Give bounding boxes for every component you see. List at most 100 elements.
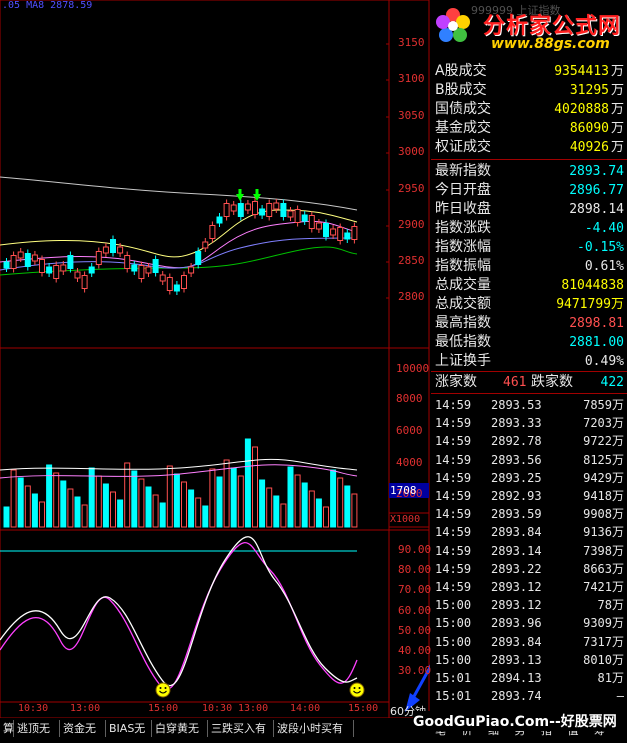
kline-chart-area[interactable]: .05 MA8 2878.59 3150 3100 3050 3000 2950 2900… xyxy=(0,0,457,739)
trade-time: 15:01 xyxy=(435,689,472,704)
trade-time: 14:59 xyxy=(435,525,472,540)
index-row: 指数振幅 0.61% xyxy=(431,257,627,276)
site-logo: 999999 上证指数 分析家公式网 www.88gs.com xyxy=(431,0,627,60)
turnover-label: 基金成交 xyxy=(435,120,491,136)
kdj-indicator-lines xyxy=(0,536,358,690)
kdj-tick-label: 60.00 xyxy=(398,603,432,617)
time-tick-label: 10:30 xyxy=(18,703,49,714)
turnover-row: 权证成交 40926 万 xyxy=(431,138,627,157)
index-value: 2881.00 xyxy=(569,335,624,350)
trade-row: 15:00 2893.12 78万 xyxy=(431,596,627,614)
chart-canvas[interactable] xyxy=(0,0,457,739)
trade-price: 2893.22 xyxy=(491,561,542,576)
trade-time: 15:00 xyxy=(435,616,472,631)
trade-row: 15:00 2893.13 8010万 xyxy=(431,651,627,669)
volume-current-value: 1708 xyxy=(390,484,417,497)
chart-frame xyxy=(0,0,430,719)
index-label: 今日开盘 xyxy=(435,182,491,198)
index-row: 最低指数 2881.00 xyxy=(431,333,627,352)
smiley-icon xyxy=(155,682,171,698)
index-row: 总成交量 81044838 xyxy=(431,276,627,295)
index-value: 9471799万 xyxy=(556,297,624,312)
market-breadth: 涨家数 461 跌家数 422 xyxy=(431,373,627,392)
time-tick-label: 13:00 xyxy=(238,703,269,714)
time-tick-label: 10:30 xyxy=(202,703,233,714)
trade-time: 14:59 xyxy=(435,416,472,431)
index-value: 0.49% xyxy=(584,354,624,369)
logo-url: www.88gs.com xyxy=(491,36,610,52)
index-row: 今日开盘 2896.77 xyxy=(431,181,627,200)
trade-row: 14:59 2893.12 7421万 xyxy=(431,578,627,596)
chart-legend: .05 MA8 2878.59 xyxy=(2,0,93,11)
index-label: 最高指数 xyxy=(435,315,491,331)
price-gridlines xyxy=(386,43,389,299)
trade-volume: 7421万 xyxy=(583,580,624,594)
price-tick-label: 2900 xyxy=(398,218,425,231)
trade-time: 14:59 xyxy=(435,452,472,467)
index-label: 指数振幅 xyxy=(435,258,491,274)
index-value: 2893.74 xyxy=(569,164,624,179)
trade-volume: 9418万 xyxy=(583,489,624,503)
indicator-tab[interactable]: 算 xyxy=(0,720,14,737)
trade-time: 14:59 xyxy=(435,507,472,522)
trade-time: 14:59 xyxy=(435,398,472,412)
trade-volume: 7398万 xyxy=(583,543,624,558)
index-row: 总成交额 9471799万 xyxy=(431,295,627,314)
indicator-tab[interactable]: BIAS无 xyxy=(106,720,152,737)
trade-row: 14:59 2893.56 8125万 xyxy=(431,451,627,469)
up-count-value: 461 xyxy=(503,375,527,390)
down-arrow-icon xyxy=(253,189,261,201)
price-tick-label: 3100 xyxy=(398,72,425,85)
trade-price: 2892.93 xyxy=(491,489,542,503)
trade-price: 2893.74 xyxy=(491,689,542,704)
divider xyxy=(431,371,627,372)
watermark: GoodGuPiao.Com--好股票网 xyxy=(413,711,617,731)
index-label: 总成交量 xyxy=(435,277,491,293)
turnover-label: A股成交 xyxy=(435,63,487,79)
volume-current-box xyxy=(389,483,429,498)
indicator-tab-bar: 算逃顶无 资金无 BIAS无 白穿黄无 三跌买入有 波段小时买有 xyxy=(0,718,430,739)
down-arrow-icon xyxy=(236,189,244,201)
time-tick-label: 13:00 xyxy=(70,703,101,714)
trade-volume: 9429万 xyxy=(583,470,624,485)
trade-time: 14:59 xyxy=(435,580,472,594)
index-label: 昨日收盘 xyxy=(435,201,491,217)
index-row: 最新指数 2893.74 xyxy=(431,162,627,181)
turnover-label: 权证成交 xyxy=(435,139,491,155)
turnover-unit: 万 xyxy=(610,83,624,98)
trade-volume: 8010万 xyxy=(583,652,624,667)
trade-price: 2893.25 xyxy=(491,470,542,485)
trade-row: 14:59 2893.84 9136万 xyxy=(431,523,627,541)
price-tick-label: 3150 xyxy=(398,36,425,49)
up-count-label: 涨家数 xyxy=(435,374,477,390)
index-row: 上证换手 0.49% xyxy=(431,352,627,371)
kdj-tick-label: 40.00 xyxy=(398,644,432,657)
turnover-value: 4020888 xyxy=(554,102,609,117)
index-row: 昨日收盘 2898.14 xyxy=(431,200,627,219)
index-label: 上证换手 xyxy=(435,353,491,369)
indicator-tab[interactable]: 资金无 xyxy=(60,720,106,737)
logo-title: 分析家公式网 xyxy=(483,14,622,39)
trade-row: 14:59 2893.25 9429万 xyxy=(431,469,627,487)
index-value: 0.61% xyxy=(584,259,624,274)
index-value: -0.15% xyxy=(577,240,624,255)
trade-price: 2893.84 xyxy=(491,525,542,540)
indicator-tab[interactable]: 逃顶无 xyxy=(14,720,60,737)
trade-row: 14:59 2893.14 7398万 xyxy=(431,542,627,560)
candlesticks xyxy=(3,197,358,295)
indicator-tab[interactable]: 白穿黄无 xyxy=(152,720,208,737)
turnover-value: 31295 xyxy=(569,83,609,98)
trade-time: 15:00 xyxy=(435,652,472,667)
turnover-value: 86090 xyxy=(569,121,609,136)
moving-average-lines xyxy=(0,176,358,276)
turnover-row: A股成交 9354413 万 xyxy=(431,62,627,81)
turnover-unit: 万 xyxy=(610,102,624,117)
trade-volume: 7859万 xyxy=(583,398,624,412)
turnover-row: B股成交 31295 万 xyxy=(431,81,627,100)
indicator-tab[interactable]: 波段小时买有 xyxy=(274,720,354,737)
volume-tick-label: 8000 xyxy=(396,392,423,405)
trade-time: 14:59 xyxy=(435,434,472,449)
kdj-tick-label: 30.00 xyxy=(398,664,432,678)
trade-row: 15:00 2893.84 7317万 xyxy=(431,633,627,651)
indicator-tab[interactable]: 三跌买入有 xyxy=(208,720,274,737)
